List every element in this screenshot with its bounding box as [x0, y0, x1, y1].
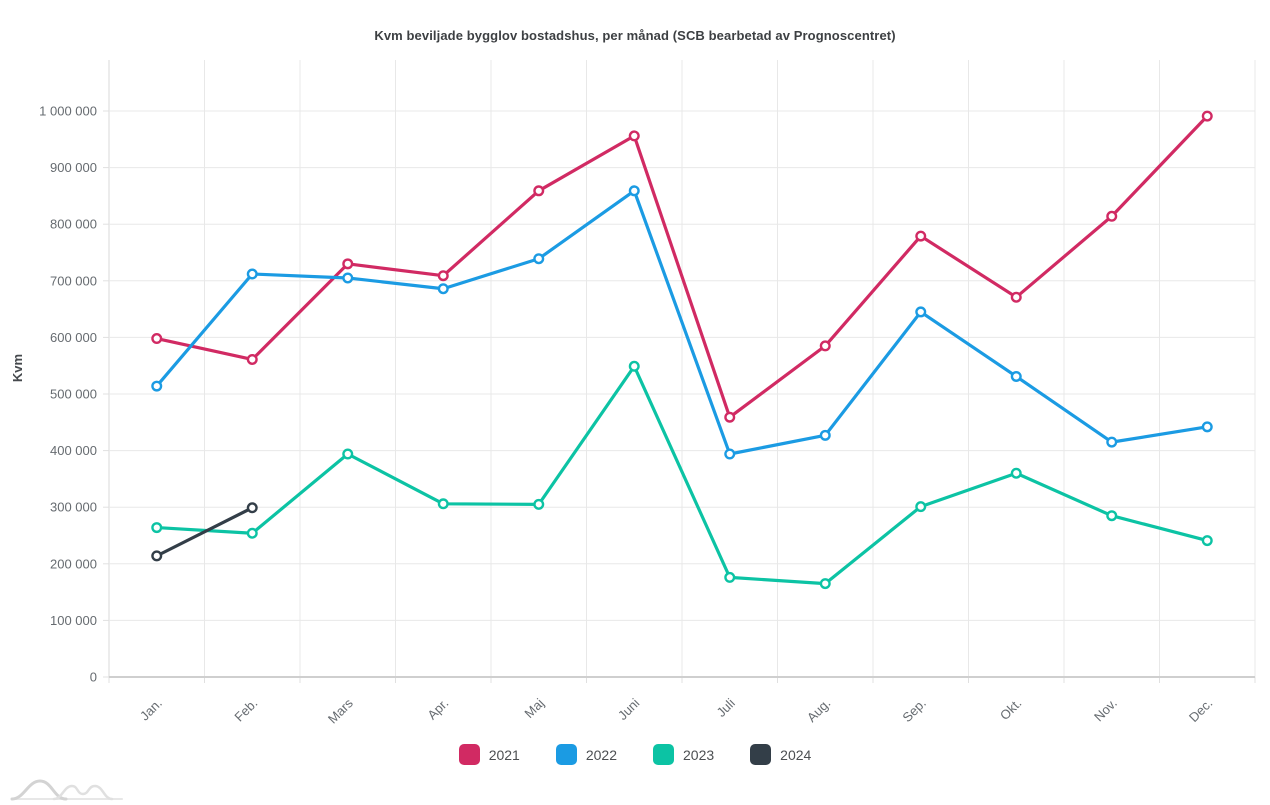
- series-line-2023: [155, 364, 1209, 586]
- y-tick-label: 0: [90, 670, 97, 685]
- prognoscentret-mountains-logo-icon: [10, 779, 123, 801]
- data-point-2022[interactable]: [628, 185, 640, 197]
- data-point-2022[interactable]: [533, 253, 545, 265]
- data-point-2021[interactable]: [246, 353, 258, 365]
- y-tick-label: 400 000: [50, 443, 97, 458]
- legend-label: 2023: [683, 746, 715, 763]
- y-axis-title: Kvm: [10, 354, 25, 382]
- data-point-2023[interactable]: [151, 522, 163, 534]
- x-tick-label: Maj: [521, 695, 546, 720]
- data-point-2021[interactable]: [1201, 110, 1213, 122]
- legend-label: 2024: [780, 746, 812, 763]
- data-point-2023[interactable]: [1010, 467, 1022, 479]
- data-point-2023[interactable]: [1201, 535, 1213, 547]
- data-point-2024[interactable]: [246, 502, 258, 514]
- legend-item-2023[interactable]: 2023: [653, 744, 714, 765]
- x-tick-label: Okt.: [997, 696, 1024, 723]
- data-point-2021[interactable]: [151, 333, 163, 345]
- x-tick-label: Juli: [713, 695, 737, 719]
- y-tick-label: 800 000: [50, 217, 97, 232]
- series-line-2021: [155, 114, 1209, 419]
- legend-swatch-2021: [458, 744, 480, 765]
- data-point-2023[interactable]: [533, 498, 545, 510]
- data-point-2021[interactable]: [1106, 210, 1118, 222]
- legend-item-2021[interactable]: 2021: [458, 744, 520, 765]
- x-tick-label: Mars: [325, 695, 356, 726]
- x-tick-label: Juni: [615, 695, 643, 723]
- legend-swatch-2024: [750, 744, 772, 765]
- y-tick-label: 300 000: [50, 500, 97, 515]
- data-point-2021[interactable]: [1010, 291, 1022, 303]
- data-point-2024[interactable]: [151, 550, 163, 562]
- data-point-2022[interactable]: [1106, 436, 1118, 448]
- legend-label: 2022: [585, 746, 617, 763]
- data-point-2021[interactable]: [915, 230, 927, 242]
- data-point-2022[interactable]: [1201, 421, 1213, 433]
- data-point-2023[interactable]: [724, 571, 736, 583]
- data-point-2022[interactable]: [1010, 370, 1022, 382]
- data-point-2022[interactable]: [246, 268, 258, 280]
- data-point-2021[interactable]: [724, 411, 736, 423]
- x-tick-label: Feb.: [231, 696, 260, 725]
- y-tick-label: 100 000: [50, 613, 97, 628]
- data-point-2022[interactable]: [915, 306, 927, 318]
- data-point-2022[interactable]: [724, 448, 736, 460]
- y-tick-label: 900 000: [50, 160, 97, 175]
- data-point-2021[interactable]: [819, 340, 831, 352]
- chart-title: Kvm beviljade bygglov bostadshus, per må…: [374, 28, 896, 43]
- legend-item-2022[interactable]: 2022: [555, 744, 617, 765]
- data-point-2022[interactable]: [151, 380, 163, 392]
- data-point-2021[interactable]: [342, 258, 354, 270]
- legend-item-2024[interactable]: 2024: [750, 744, 811, 765]
- y-tick-label: 500 000: [50, 387, 97, 402]
- data-point-2023[interactable]: [819, 578, 831, 590]
- line-chart-canvas: Kvm 0 100 000 200 000 300 000 400 000 500 000…: [10, 60, 1256, 727]
- data-point-2022[interactable]: [819, 429, 831, 441]
- data-point-2023[interactable]: [246, 527, 258, 539]
- data-point-2023[interactable]: [1106, 510, 1118, 522]
- data-point-2021[interactable]: [437, 270, 449, 282]
- data-point-2023[interactable]: [628, 360, 640, 372]
- x-tick-label: Aug.: [804, 696, 834, 726]
- y-tick-label: 600 000: [50, 330, 97, 345]
- series-line-2024: [155, 506, 254, 558]
- y-tick-label: 700 000: [50, 273, 97, 288]
- legend-swatch-2022: [555, 744, 577, 765]
- data-point-2022[interactable]: [342, 272, 354, 284]
- legend-label: 2021: [488, 746, 520, 763]
- data-point-2023[interactable]: [915, 501, 927, 513]
- x-tick-label: Jan.: [137, 696, 165, 724]
- y-tick-label: 200 000: [50, 556, 97, 571]
- x-tick-label: Sep.: [899, 696, 929, 726]
- data-point-2022[interactable]: [437, 283, 449, 295]
- x-tick-label: Nov.: [1091, 696, 1120, 725]
- legend-swatch-2023: [653, 744, 674, 765]
- data-point-2021[interactable]: [628, 130, 640, 142]
- chart-legend: 2021 2022 2023 2024: [0, 744, 1270, 765]
- data-point-2021[interactable]: [533, 185, 545, 197]
- x-tick-label: Apr.: [424, 696, 451, 723]
- data-point-2023[interactable]: [437, 498, 449, 510]
- data-point-2023[interactable]: [342, 448, 354, 460]
- y-tick-label: 1 000 000: [39, 104, 97, 119]
- x-tick-label: Dec.: [1186, 696, 1216, 726]
- series-line-2022: [155, 189, 1209, 456]
